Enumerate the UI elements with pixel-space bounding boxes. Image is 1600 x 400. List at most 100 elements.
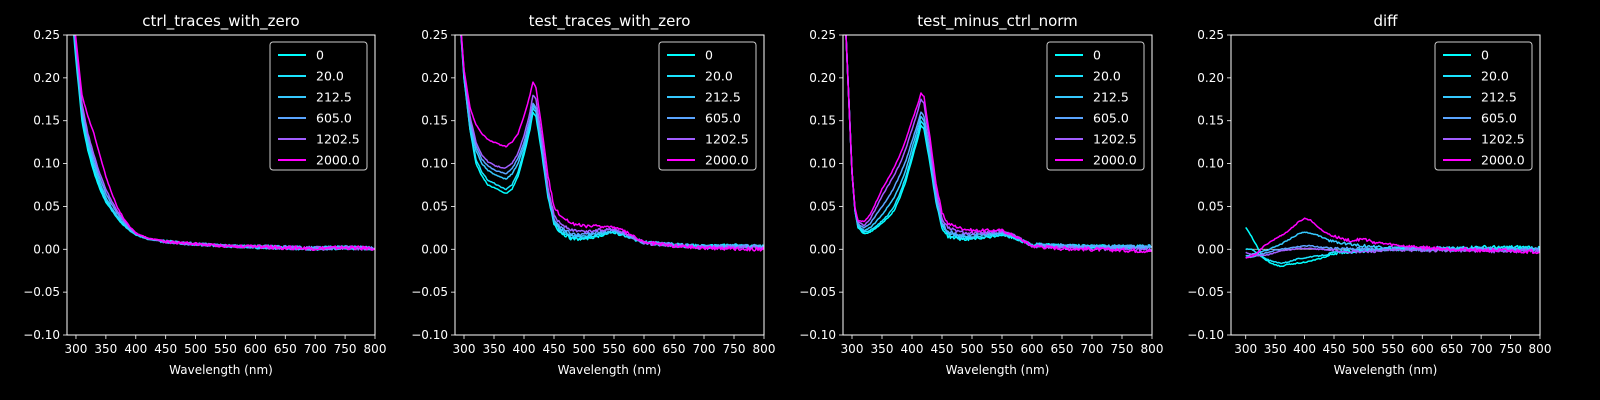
x-tick-label: 750	[1111, 342, 1134, 356]
x-tick-label: 700	[693, 342, 716, 356]
x-tick-label: 650	[1051, 342, 1074, 356]
y-tick-label: 0.20	[421, 71, 448, 85]
y-tick-label: −0.05	[1187, 285, 1224, 299]
legend-entry: 20.0	[1093, 69, 1121, 84]
legend-entry: 605.0	[316, 111, 352, 126]
legend-entry: 2000.0	[316, 153, 360, 168]
y-tick-label: 0.25	[421, 28, 448, 42]
x-tick-label: 800	[364, 342, 387, 356]
x-axis-label: Wavelength (nm)	[946, 363, 1050, 377]
legend-entry: 20.0	[705, 69, 733, 84]
x-tick-label: 500	[573, 342, 596, 356]
y-tick-label: 0.20	[1197, 71, 1224, 85]
legend: 0 20.0 212.5 605.0 1202.5 2000.0	[1434, 41, 1533, 171]
x-tick-label: 550	[991, 342, 1014, 356]
axes-frame	[842, 34, 1153, 336]
legend-entry: 0	[1093, 48, 1101, 63]
x-tick-label: 600	[1021, 342, 1044, 356]
legend-entry: 0	[1481, 48, 1489, 63]
y-tick-label: 0.10	[1197, 157, 1224, 171]
x-tick-label: 450	[1323, 342, 1346, 356]
x-tick-label: 350	[1264, 342, 1287, 356]
axes-frame	[1230, 34, 1541, 336]
chart-3: test_minus_ctrl_norm Wavelength (nm) 300 35…	[799, 12, 1163, 377]
x-tick-label: 300	[1234, 342, 1257, 356]
y-tick-label: 0.20	[809, 71, 836, 85]
x-tick-label: 650	[1440, 342, 1463, 356]
legend-entry: 20.0	[316, 69, 344, 84]
x-axis-label: Wavelength (nm)	[558, 363, 662, 377]
legend-entry: 2000.0	[1093, 153, 1137, 168]
x-tick-label: 750	[334, 342, 357, 356]
x-tick-label: 800	[1141, 342, 1164, 356]
y-tick-label: 0.10	[421, 157, 448, 171]
x-tick-label: 700	[304, 342, 327, 356]
x-tick-label: 700	[1081, 342, 1104, 356]
x-tick-label: 450	[543, 342, 566, 356]
x-axis-label: Wavelength (nm)	[1334, 363, 1438, 377]
legend-entry: 20.0	[1481, 69, 1509, 84]
series-line-2000.0	[1245, 217, 1540, 259]
x-tick-label: 400	[1293, 342, 1316, 356]
y-tick-label: 0.10	[33, 157, 60, 171]
series-line-605.0	[1245, 244, 1540, 259]
series-group	[73, 35, 375, 252]
y-tick-label: −0.05	[799, 285, 836, 299]
x-tick-label: 600	[1411, 342, 1434, 356]
y-tick-label: 0.05	[1197, 199, 1224, 213]
axes-frame	[454, 34, 765, 336]
y-tick-label: −0.10	[411, 328, 448, 342]
legend-entry: 0	[316, 48, 324, 63]
legend-entry: 1202.5	[705, 132, 749, 147]
series-group	[845, 35, 1152, 254]
series-line-2000.0	[845, 35, 1152, 254]
x-tick-label: 550	[214, 342, 237, 356]
y-tick-label: 0.15	[33, 114, 60, 128]
chart-2: test_traces_with_zero Wavelength (nm) 300 3…	[411, 12, 775, 377]
x-tick-label: 500	[961, 342, 984, 356]
x-tick-label: 400	[513, 342, 536, 356]
legend-entry: 605.0	[705, 111, 741, 126]
x-tick-label: 750	[723, 342, 746, 356]
legend-entry: 605.0	[1481, 111, 1517, 126]
y-tick-label: 0.15	[1197, 114, 1224, 128]
x-tick-label: 400	[901, 342, 924, 356]
y-tick-label: 0.00	[1197, 242, 1224, 256]
y-tick-label: −0.05	[411, 285, 448, 299]
y-tick-label: 0.00	[33, 242, 60, 256]
legend-entry: 1202.5	[1481, 132, 1525, 147]
legend-entry: 212.5	[705, 90, 741, 105]
y-tick-label: 0.25	[1197, 28, 1224, 42]
series-line-2000.0	[74, 35, 375, 252]
chart-title: diff	[1373, 12, 1398, 30]
x-tick-label: 650	[663, 342, 686, 356]
y-tick-label: 0.10	[809, 157, 836, 171]
x-tick-label: 300	[453, 342, 476, 356]
legend-entry: 2000.0	[1481, 153, 1525, 168]
x-axis-label: Wavelength (nm)	[169, 363, 273, 377]
y-tick-label: 0.05	[809, 199, 836, 213]
x-tick-label: 300	[65, 342, 88, 356]
y-tick-label: −0.10	[1187, 328, 1224, 342]
chart-title: ctrl_traces_with_zero	[142, 12, 299, 31]
y-tick-label: 0.05	[421, 199, 448, 213]
x-tick-label: 550	[603, 342, 626, 356]
chart-1: ctrl_traces_with_zero Wavelength (nm) 300 3…	[23, 12, 387, 377]
legend-entry: 1202.5	[1093, 132, 1137, 147]
legend-entry: 1202.5	[316, 132, 360, 147]
x-tick-label: 300	[841, 342, 864, 356]
x-tick-label: 700	[1470, 342, 1493, 356]
legend: 0 20.0 212.5 605.0 1202.5 2000.0	[658, 41, 757, 171]
legend-entry: 2000.0	[705, 153, 749, 168]
y-tick-label: 0.25	[809, 28, 836, 42]
legend: 0 20.0 212.5 605.0 1202.5 2000.0	[269, 41, 368, 171]
legend-entry: 212.5	[1093, 90, 1129, 105]
chart-4: diff Wavelength (nm) 300 350 400 450 500 550 600…	[1187, 12, 1551, 377]
y-tick-label: 0.00	[809, 242, 836, 256]
legend-entry: 0	[705, 48, 713, 63]
series-line-605.0	[845, 35, 1152, 250]
legend-entry: 605.0	[1093, 111, 1129, 126]
y-tick-label: 0.05	[33, 199, 60, 213]
y-tick-label: 0.15	[809, 114, 836, 128]
